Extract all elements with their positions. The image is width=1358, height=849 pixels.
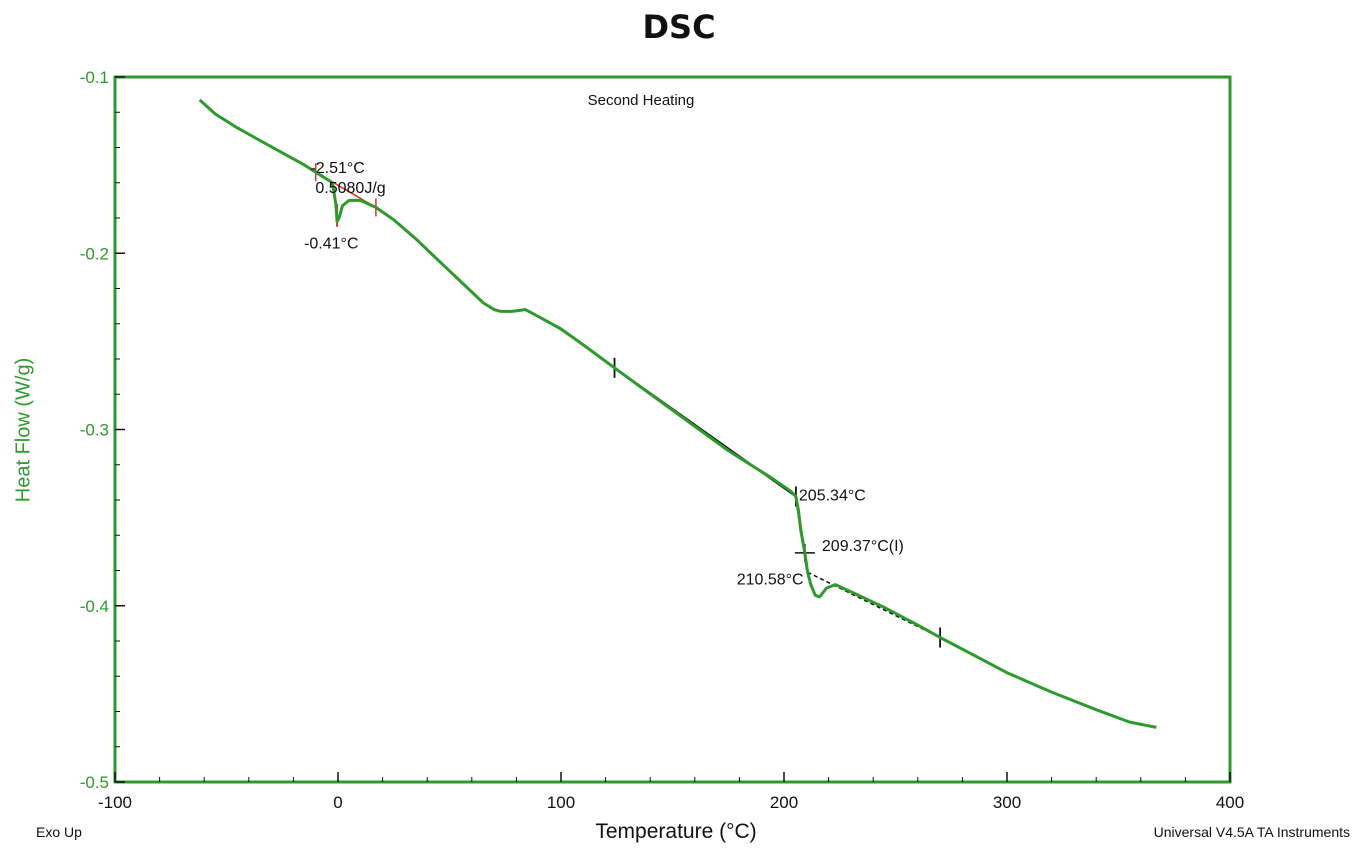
annotation-label: 210.58°C [737,571,804,588]
y-tick-label: -0.4 [80,597,109,616]
y-tick-label: -0.1 [80,68,109,87]
y-tick-label: -0.5 [80,773,109,792]
plot-frame [113,75,1232,784]
heat-flow-series-line [198,98,1157,729]
annotation-layer: -2.51°C 0.5080J/g -0.41°C 205.34°C 209.37°C(… [304,160,904,589]
analysis-layer [314,163,941,648]
exo-up-label: Exo Up [36,824,82,840]
annotation-label: -2.51°C [310,160,364,177]
x-tick-label: 200 [770,793,798,812]
x-tick-label: -100 [98,793,132,812]
page-title: DSC [642,8,716,46]
tangent-line-after [807,571,941,639]
annotation-label: 209.37°C(I) [822,538,904,555]
x-tick-label: 100 [547,793,575,812]
x-tick-label: 400 [1216,793,1244,812]
software-version-label: Universal V4.5A TA Instruments [1153,824,1350,840]
annotation-label: 0.5080J/g [315,180,385,197]
annotation-label: 205.34°C [799,487,866,504]
y-tick-label: -0.2 [80,244,109,263]
x-axis-label: Temperature (°C) [595,820,757,843]
y-tick-label: -0.3 [80,421,109,440]
annotation-label: -0.41°C [304,236,358,253]
ticks-layer: -100 0 100 200 300 400 -0.1 -0.2 -0.3 -0.4 -0.5 [80,68,1244,812]
x-tick-label: 300 [993,793,1021,812]
chart-subtitle: Second Heating [588,92,695,109]
x-tick-label: 0 [333,793,342,812]
